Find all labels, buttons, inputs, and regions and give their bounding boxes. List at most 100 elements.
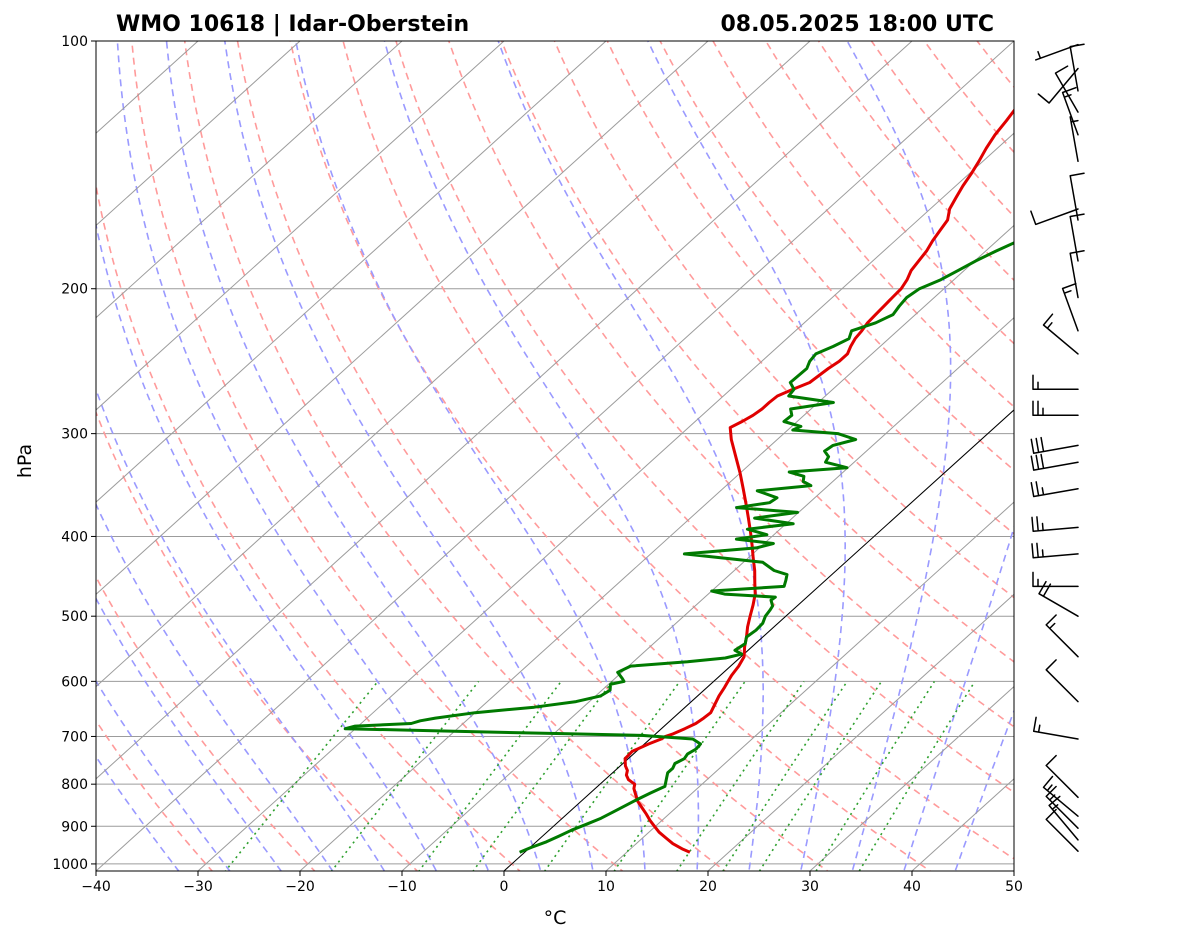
mixing-ratio-20 xyxy=(758,680,883,871)
moist-adiabat-20 xyxy=(383,41,700,871)
y-tick-label: 300 xyxy=(61,427,88,443)
isotherm--40 xyxy=(96,41,1014,871)
isotherm--60 xyxy=(96,41,811,688)
moist-adiabat--25 xyxy=(96,679,231,871)
wind-barb-shape xyxy=(1037,67,1079,104)
x-tick-label: 0 xyxy=(500,879,509,895)
wind-barb xyxy=(1061,282,1079,332)
wind-barb-shape xyxy=(1030,436,1079,454)
wind-barb xyxy=(1032,571,1079,588)
isotherm-zero xyxy=(503,409,1014,871)
y-axis-label: hPa xyxy=(14,444,36,478)
mixing-ratio-1 xyxy=(330,680,480,871)
wind-barb-shape xyxy=(1069,172,1085,221)
plot-frame xyxy=(95,40,1015,872)
dewpoint-profile xyxy=(343,241,1014,854)
mixing-ratio-12 xyxy=(675,680,805,871)
wind-barb-shape xyxy=(1032,571,1079,588)
wind-barb-shape xyxy=(1032,374,1079,391)
isotherm--80 xyxy=(96,41,607,503)
dry-adiabat-100 xyxy=(606,41,1014,535)
wind-barb xyxy=(1034,43,1079,61)
wind-barb xyxy=(1031,516,1079,533)
wind-barb-shape xyxy=(1032,400,1079,417)
x-tick-label: −30 xyxy=(183,879,213,895)
mixing-ratio-5 xyxy=(543,680,681,871)
valid-time: 08.05.2025 18:00 UTC xyxy=(720,12,994,37)
wind-barb xyxy=(1069,116,1079,163)
y-tick-label: 600 xyxy=(61,674,88,690)
moist-adiabat-45 xyxy=(954,708,1014,871)
x-tick-label: 10 xyxy=(597,879,615,895)
isotherm--110 xyxy=(96,41,301,227)
wind-barb-shape xyxy=(1054,65,1079,113)
x-axis-ticks: −40 −30 −20 −10 0 10 20 30 40 50 xyxy=(81,871,1023,895)
dry-adiabat-70 xyxy=(448,41,1014,728)
wind-barb-shape xyxy=(1031,542,1079,559)
moist-adiabat--15 xyxy=(96,502,334,871)
isotherm-30 xyxy=(809,685,1014,871)
x-tick-label: −40 xyxy=(81,879,111,895)
wind-barb-shape xyxy=(1034,43,1079,61)
wind-barb xyxy=(1042,313,1079,355)
isotherm--90 xyxy=(96,41,505,411)
y-axis-ticks: 1000 900 800 700 600 500 400 300 200 100 xyxy=(52,34,96,873)
wind-barb xyxy=(1030,208,1079,226)
wind-barb xyxy=(1032,400,1079,417)
zero-isotherm xyxy=(503,409,1014,871)
moist-adiabat-40 xyxy=(903,524,1014,871)
wind-barb-shape xyxy=(1032,716,1079,740)
wind-barb-shape xyxy=(1069,116,1079,163)
mixing-ratio-28 xyxy=(815,680,936,871)
wind-barb xyxy=(1030,481,1079,498)
wind-barb xyxy=(1030,453,1079,471)
dry-adiabat-120 xyxy=(712,41,1014,408)
wind-barb xyxy=(1045,614,1079,658)
isotherm--50 xyxy=(96,41,913,780)
moist-adiabat-30 xyxy=(647,41,847,871)
wind-barb xyxy=(1037,67,1079,104)
y-tick-label: 400 xyxy=(61,529,88,545)
x-tick-label: 30 xyxy=(801,879,819,895)
moist-adiabat-0 xyxy=(116,41,490,871)
x-tick-label: 20 xyxy=(699,879,717,895)
wind-barb-shape xyxy=(1048,795,1079,841)
dry-adiabat-20 xyxy=(183,41,727,871)
dry-adiabat-30 xyxy=(236,41,829,871)
x-axis-label: °C xyxy=(544,907,567,929)
sounding-profiles xyxy=(343,108,1014,854)
isotherm--70 xyxy=(96,41,709,596)
isotherm-10 xyxy=(605,501,1014,871)
wind-barb-shape xyxy=(1061,282,1079,332)
moist-adiabat--30 xyxy=(96,755,180,871)
x-tick-label: 40 xyxy=(903,879,921,895)
isobar-grid xyxy=(96,41,1014,865)
dry-adiabat-60 xyxy=(395,41,1014,794)
wind-barb-shape xyxy=(1042,775,1079,817)
mixing-ratio-lines xyxy=(224,680,976,871)
station-title: WMO 10618 | Idar-Oberstein xyxy=(116,12,469,37)
isotherm--100 xyxy=(96,41,403,319)
moist-adiabats xyxy=(96,41,1014,871)
wind-barb xyxy=(1032,716,1079,740)
wind-barb xyxy=(1045,659,1079,703)
moist-adiabat-10 xyxy=(224,41,594,871)
wind-barb xyxy=(1032,374,1079,391)
isotherm-20 xyxy=(707,593,1014,871)
mixing-ratio-16 xyxy=(722,680,848,871)
y-tick-label: 800 xyxy=(61,777,88,793)
y-tick-label: 100 xyxy=(61,34,88,50)
dry-adiabat--30 xyxy=(96,719,214,871)
wind-barb xyxy=(1054,65,1079,113)
wind-barb-shape xyxy=(1030,208,1079,226)
y-tick-label: 900 xyxy=(61,819,88,835)
dry-adiabat-40 xyxy=(289,41,932,871)
wind-barb-shape xyxy=(1030,453,1079,471)
dry-adiabat-90 xyxy=(553,41,1014,599)
y-tick-label: 500 xyxy=(61,609,88,625)
wind-barb-shape xyxy=(1030,481,1079,498)
moist-adiabat-5 xyxy=(165,41,542,871)
wind-barb-shape xyxy=(1045,659,1079,703)
wind-barb-shape xyxy=(1031,516,1079,533)
